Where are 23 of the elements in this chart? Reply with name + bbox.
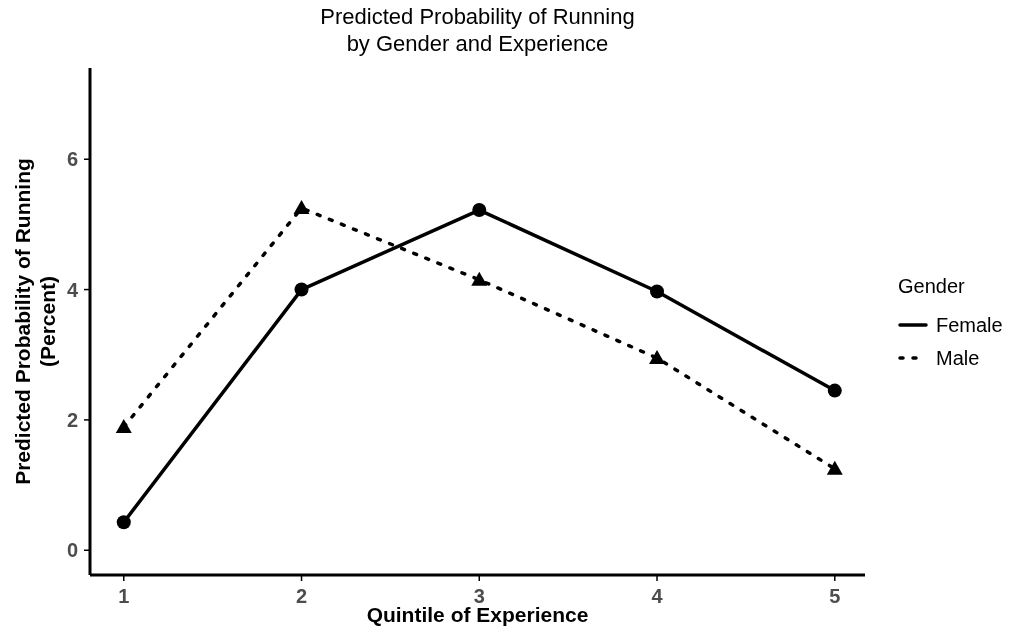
x-tick-label: 1 xyxy=(118,585,130,607)
y-axis-title: Predicted Probability of Running (Percent) xyxy=(11,158,59,485)
point xyxy=(471,271,488,286)
point xyxy=(116,515,131,530)
point xyxy=(827,383,842,398)
x-tick-label: 2 xyxy=(295,585,308,607)
point xyxy=(293,200,310,215)
y-tick-label: 4 xyxy=(66,278,79,301)
y-tick-label: 6 xyxy=(66,148,78,171)
point xyxy=(649,349,666,364)
point xyxy=(115,419,132,434)
y-tick-label: 0 xyxy=(66,539,78,562)
y-tick-label: 2 xyxy=(66,408,78,431)
point xyxy=(472,203,487,218)
chart-title: Predicted Probability of Running by Gender and Experience xyxy=(320,4,635,56)
point xyxy=(650,284,665,299)
legend-label: Female xyxy=(936,314,1003,336)
legend-label: Male xyxy=(936,347,980,369)
x-tick-label: 5 xyxy=(829,585,841,607)
legend-title: Gender xyxy=(898,275,966,297)
x-tick-label: 4 xyxy=(651,585,664,607)
point xyxy=(826,460,843,475)
point xyxy=(294,282,309,297)
